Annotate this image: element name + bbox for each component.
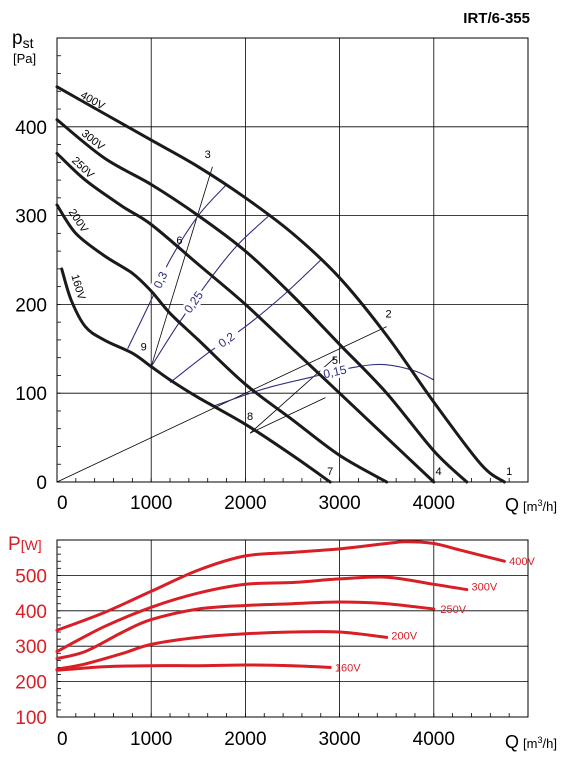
power-curve: [55, 575, 469, 653]
operating-point-label: 9: [141, 342, 147, 354]
bottom-flow-axis-label: Q [m3/h]: [505, 732, 557, 752]
top-flow-axis-symbol: Q: [505, 495, 519, 515]
efficiency-curve: [127, 184, 228, 350]
efficiency-label-bg: [211, 326, 243, 354]
operating-point-labels: 1 2 3 4 5 6 7 8 9: [141, 149, 513, 478]
pressure-series-label: 400V: [78, 89, 107, 112]
system-lines: [56, 166, 387, 483]
chart-title: IRT/6-355: [463, 10, 530, 27]
efficiency-label: 0,15: [322, 362, 348, 381]
efficiency-curve: [169, 259, 322, 383]
power-axis-label: P[W]: [8, 534, 42, 555]
power-plot-frame: [56, 539, 529, 718]
top-flow-tick-label: 2000: [224, 493, 266, 514]
power-curve: [55, 600, 436, 661]
efficiency-label: 0,3: [151, 269, 171, 290]
efficiency-label-bg: [179, 286, 208, 318]
pressure-axis-unit: [Pa]: [13, 51, 36, 66]
top-flow-axis-unit: [m3/h]: [523, 498, 557, 514]
power-axis-symbol: P: [8, 534, 21, 555]
bottom-flow-tick-label: 3000: [318, 729, 360, 750]
top-flow-tick-label: 1000: [130, 493, 172, 514]
bottom-flow-tick-label: 4000: [413, 729, 455, 750]
pressure-series: [55, 85, 506, 484]
power-tick-label: 100: [15, 708, 47, 729]
top-flow-tick-label: 4000: [413, 493, 455, 514]
operating-point-label: 6: [176, 235, 182, 247]
pressure-series-label: 200V: [66, 207, 91, 236]
top-flow-axis-label: Q [m3/h]: [505, 495, 557, 515]
pressure-plot-grid: [56, 37, 529, 483]
pressure-curve: [55, 85, 506, 484]
pressure-plot-frame: [56, 37, 529, 483]
top-flow-tick-label: 0: [57, 493, 68, 514]
pressure-curve: [60, 267, 332, 484]
pressure-tick-label: 100: [15, 384, 47, 405]
power-tick-labels: 100 200 300 400 500 0 1000 2000 3000 4000: [15, 566, 455, 750]
power-tick-label: 200: [15, 673, 47, 694]
pressure-axis-subscript: st: [23, 35, 34, 51]
operating-point-label: 7: [327, 466, 333, 478]
operating-point-label: 5: [332, 355, 338, 367]
operating-point-label: 8: [247, 411, 253, 423]
pressure-tick-label: 0: [36, 473, 47, 494]
power-plot-grid: [56, 539, 529, 718]
operating-point-label: 1: [506, 466, 512, 478]
bottom-flow-tick-label: 1000: [130, 729, 172, 750]
power-series-label: 160V: [335, 662, 361, 674]
power-series: [55, 540, 506, 672]
power-curve: [55, 630, 389, 671]
power-tick-label: 500: [15, 566, 47, 587]
power-tick-label: 400: [15, 602, 47, 623]
efficiency-curve: [150, 215, 270, 367]
power-curve: [55, 663, 332, 672]
bottom-flow-tick-label: 0: [57, 729, 68, 750]
efficiency-curve: [212, 363, 435, 408]
power-series-label: 200V: [391, 631, 417, 643]
operating-point-label: 3: [205, 149, 211, 161]
efficiency-label-bg: [148, 264, 173, 296]
power-curve: [55, 540, 506, 632]
operating-point-label: 4: [435, 466, 441, 478]
power-series-label: 400V: [509, 556, 535, 568]
power-series-labels: 400V 300V 250V 200V 160V: [335, 556, 536, 674]
bottom-flow-axis-unit: [m3/h]: [523, 735, 557, 751]
pressure-axis-label: pst: [12, 28, 34, 51]
top-flow-tick-label: 3000: [318, 493, 360, 514]
pressure-axis-symbol: p: [12, 28, 23, 49]
power-series-label: 250V: [440, 604, 466, 616]
efficiency-label-bg: [319, 361, 351, 382]
bottom-flow-tick-label: 2000: [224, 729, 266, 750]
power-axis-unit: [W]: [21, 537, 42, 553]
pressure-curve: [55, 203, 389, 484]
power-series-label: 300V: [471, 582, 497, 594]
power-tick-label: 300: [15, 637, 47, 658]
pressure-tick-label: 400: [15, 118, 47, 139]
pressure-tick-label: 200: [15, 295, 47, 316]
efficiency-curves: 0,30,250,20,15: [127, 184, 435, 408]
pressure-tick-label: 300: [15, 207, 47, 228]
system-line: [150, 166, 213, 367]
bottom-flow-axis-symbol: Q: [505, 732, 519, 752]
operating-point-label: 2: [386, 309, 392, 321]
system-line: [56, 326, 387, 483]
pressure-curve: [55, 151, 436, 484]
pressure-curve: [55, 118, 469, 484]
